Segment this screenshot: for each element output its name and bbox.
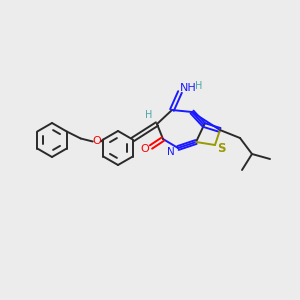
- Text: S: S: [217, 142, 225, 155]
- Text: NH: NH: [180, 83, 196, 93]
- Text: O: O: [141, 144, 149, 154]
- Text: H: H: [145, 110, 153, 120]
- Text: O: O: [92, 136, 101, 146]
- Text: H: H: [195, 81, 203, 91]
- Text: N: N: [167, 147, 175, 157]
